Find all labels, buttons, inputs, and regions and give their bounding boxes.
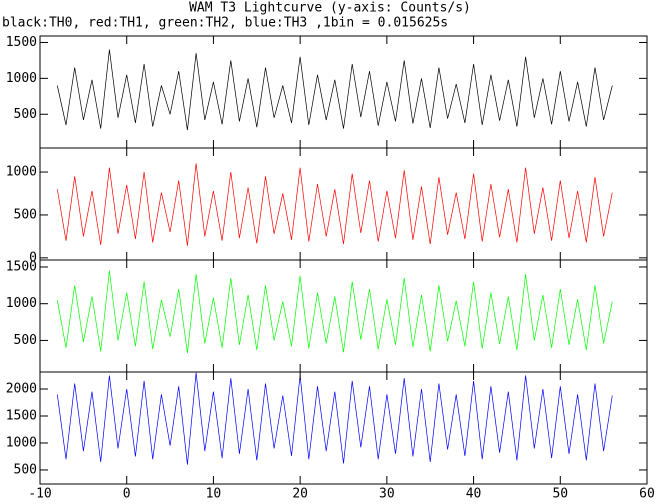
y-tick-label: 1000 (6, 296, 37, 311)
y-tick-label: 500 (14, 207, 37, 222)
panel-frame (39, 35, 648, 149)
x-tick-label: 40 (466, 487, 482, 502)
series-line (56, 163, 613, 246)
series-line (56, 49, 613, 131)
y-tick-label: 1000 (6, 435, 37, 450)
x-tick-label: -10 (28, 487, 51, 502)
y-tick-label: 1500 (6, 35, 37, 50)
y-tick-label: 1000 (6, 165, 37, 180)
y-tick-label: 500 (14, 107, 37, 122)
y-tick-label: 0 (29, 250, 37, 265)
x-tick-label: 0 (123, 487, 131, 502)
x-tick-label: 30 (379, 487, 395, 502)
y-tick-label: 500 (14, 333, 37, 348)
chart-subtitle: black:TH0, red:TH1, green:TH2, blue:TH3 … (2, 16, 448, 31)
y-tick-label: 1500 (6, 259, 37, 274)
y-tick-label: 1500 (6, 408, 37, 423)
x-tick-label: 20 (292, 487, 308, 502)
x-tick-label: 10 (206, 487, 222, 502)
panel-frame (39, 259, 648, 373)
y-tick-label: 500 (14, 462, 37, 477)
y-tick-label: 2000 (6, 382, 37, 397)
x-tick-label: 50 (552, 487, 568, 502)
chart-title: WAM T3 Lightcurve (y-axis: Counts/s) (189, 1, 471, 16)
x-tick-label: 60 (639, 487, 655, 502)
series-line (56, 270, 613, 353)
y-tick-label: 1000 (6, 71, 37, 86)
panel-frame (39, 371, 648, 485)
series-line (56, 372, 613, 465)
